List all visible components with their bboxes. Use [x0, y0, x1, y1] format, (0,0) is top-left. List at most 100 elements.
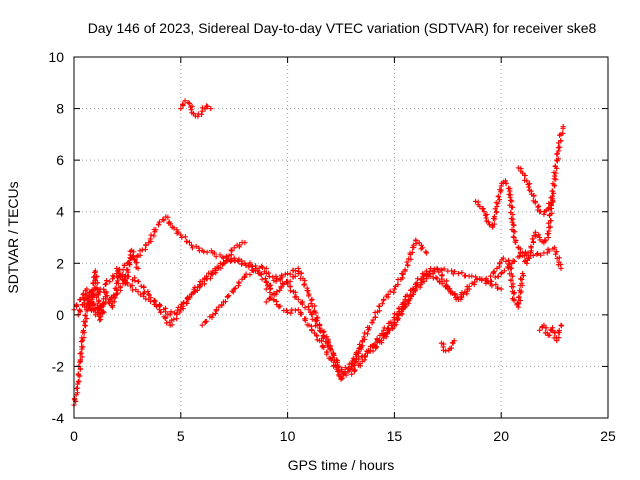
data-point — [342, 370, 348, 376]
data-point — [387, 288, 393, 294]
data-point — [361, 336, 368, 343]
data-point — [271, 297, 277, 303]
data-point — [546, 200, 552, 207]
data-point — [191, 286, 197, 292]
data-point — [493, 281, 499, 287]
data-point — [125, 273, 132, 280]
data-point — [184, 239, 190, 245]
data-point — [552, 163, 558, 169]
data-point — [88, 299, 94, 305]
data-point — [304, 287, 310, 294]
data-point — [135, 265, 141, 272]
data-point — [441, 266, 447, 272]
data-point — [114, 265, 120, 272]
data-point — [231, 255, 237, 261]
data-point — [78, 350, 84, 356]
data-point — [507, 266, 514, 272]
data-point — [419, 245, 426, 251]
data-point — [508, 265, 515, 271]
data-point — [458, 292, 464, 298]
data-point — [273, 278, 279, 284]
data-point — [164, 320, 170, 326]
data-point — [107, 279, 113, 285]
data-point — [391, 286, 397, 292]
data-point — [552, 173, 558, 179]
data-point — [552, 330, 558, 336]
data-point — [201, 249, 207, 255]
data-point — [99, 310, 105, 317]
data-point — [464, 291, 470, 297]
data-point — [232, 258, 238, 264]
data-point — [287, 278, 293, 284]
data-point — [316, 323, 323, 329]
gridlines — [74, 57, 608, 418]
data-point — [515, 304, 521, 310]
data-point — [230, 289, 236, 295]
data-point — [321, 344, 327, 350]
data-point — [342, 365, 348, 371]
data-point — [423, 276, 430, 282]
data-point — [509, 219, 515, 225]
data-point — [536, 203, 542, 209]
series-track-b — [71, 214, 269, 313]
data-point — [509, 204, 516, 210]
data-point — [372, 309, 378, 316]
data-point — [361, 334, 367, 340]
data-point — [80, 327, 87, 334]
data-point — [202, 106, 208, 112]
data-point — [506, 191, 512, 197]
data-point — [511, 291, 517, 297]
series-track-f — [199, 265, 344, 380]
y-tick-label: -4 — [52, 410, 65, 426]
data-point — [185, 100, 191, 106]
data-point — [273, 291, 279, 297]
data-point — [258, 272, 264, 278]
data-point — [496, 197, 503, 203]
data-point — [417, 284, 423, 290]
data-point — [101, 300, 107, 306]
data-point — [95, 280, 101, 286]
data-point — [335, 368, 341, 375]
data-point — [318, 338, 325, 344]
data-point — [295, 271, 301, 277]
data-point — [376, 304, 383, 310]
data-point — [517, 288, 523, 294]
data-point — [529, 236, 535, 242]
data-point — [537, 327, 543, 333]
data-point — [236, 280, 242, 286]
data-point — [270, 274, 276, 280]
data-point — [357, 361, 363, 367]
data-point — [493, 209, 499, 215]
data-point — [106, 299, 112, 305]
data-point — [188, 242, 195, 248]
data-point — [330, 350, 337, 356]
data-point — [114, 291, 120, 297]
data-point — [180, 101, 186, 107]
data-point — [165, 311, 171, 317]
data-point — [543, 238, 549, 244]
data-point — [449, 268, 455, 274]
data-point — [531, 193, 537, 199]
data-point — [554, 248, 560, 255]
data-point — [175, 229, 181, 235]
data-point — [455, 271, 462, 277]
data-point — [313, 310, 319, 316]
data-point — [381, 296, 387, 302]
data-point — [522, 249, 529, 255]
data-point — [228, 256, 234, 262]
data-point — [357, 341, 363, 348]
data-point — [306, 322, 312, 328]
data-point — [167, 312, 173, 318]
data-point — [278, 285, 284, 291]
data-point — [205, 103, 211, 109]
data-point — [220, 255, 227, 261]
data-point — [423, 249, 429, 255]
data-point — [548, 201, 554, 207]
data-point — [547, 332, 553, 338]
data-point — [231, 245, 237, 251]
data-point — [530, 252, 536, 259]
data-point — [526, 184, 532, 190]
data-point — [98, 314, 104, 320]
data-point — [544, 231, 551, 237]
data-point — [546, 224, 552, 231]
